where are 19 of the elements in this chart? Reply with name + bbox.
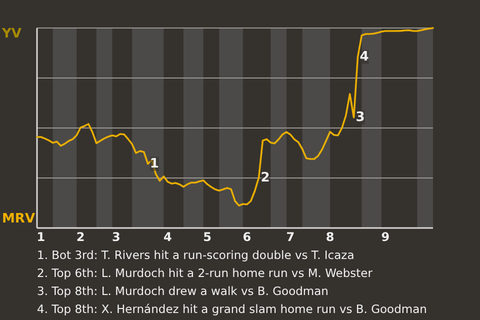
text: 3. Top 8th: L. Murdoch drew a walk vs B. Goodman bbox=[37, 284, 328, 298]
x-tick-label: 8 bbox=[326, 230, 334, 244]
text: 1. Bot 3rd: T. Rivers hit a run-scoring double vs T. Icaza bbox=[37, 248, 354, 262]
text: MRV bbox=[2, 212, 36, 226]
annotation: 4 bbox=[360, 50, 369, 64]
x-tick-label: 9 bbox=[381, 230, 390, 244]
x-tick-label: 3 bbox=[112, 230, 120, 244]
text: YV bbox=[1, 26, 22, 42]
text: 4. Top 8th: X. Hernández hit a grand slam home run vs B. Goodman bbox=[37, 302, 427, 316]
x-tick-label: 2 bbox=[76, 230, 85, 244]
annotation: 1 bbox=[150, 156, 159, 172]
x-tick-label: 4 bbox=[164, 230, 172, 244]
x-tick-label: 5 bbox=[203, 230, 212, 244]
x-tick-label: 1 bbox=[36, 230, 46, 244]
x-tick-label: 7 bbox=[286, 230, 295, 244]
text: 2. Top 6th: L. Murdoch hit a 2-run home run vs M. Webster bbox=[37, 266, 373, 280]
x-tick-label: 6 bbox=[242, 230, 252, 244]
annotation: 2 bbox=[260, 170, 270, 186]
annotation: 3 bbox=[356, 110, 365, 125]
